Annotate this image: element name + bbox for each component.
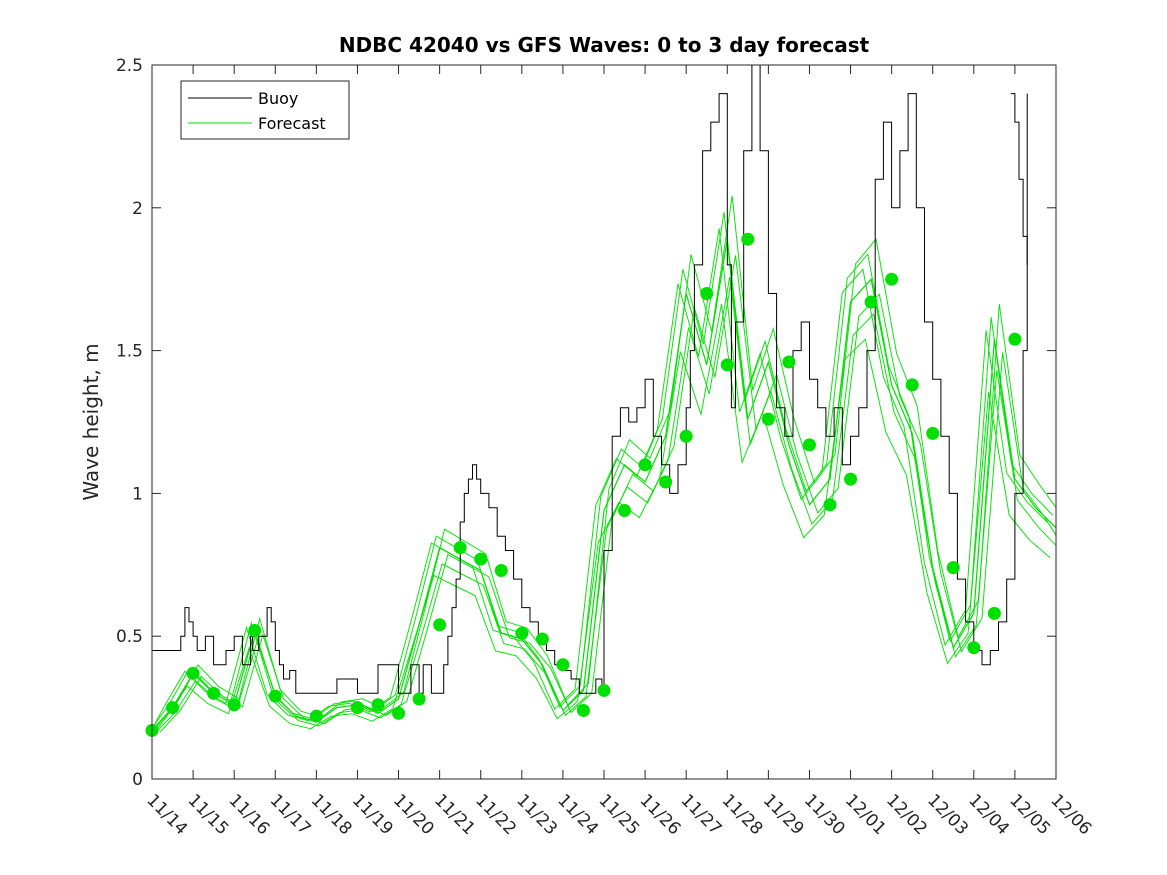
- forecast-marker: [946, 561, 960, 575]
- x-tick-label: 11/29: [759, 790, 808, 839]
- x-tick-label: 11/16: [225, 790, 274, 839]
- x-tick-label: 11/23: [512, 790, 561, 839]
- forecast-marker: [987, 606, 1001, 620]
- forecast-marker: [166, 701, 180, 715]
- forecast-marker: [761, 412, 775, 426]
- legend-box: [180, 80, 350, 140]
- x-tick-label: 11/19: [348, 790, 397, 839]
- x-tick-label: 11/22: [471, 790, 520, 839]
- x-tick-label: 12/04: [964, 790, 1013, 839]
- x-tick-label: 11/18: [307, 790, 356, 839]
- forecast-marker: [844, 472, 858, 486]
- x-tick-label: 11/15: [184, 790, 233, 839]
- x-tick-label: 11/30: [800, 790, 849, 839]
- forecast-marker: [350, 701, 364, 715]
- y-tick-label: 0: [132, 770, 143, 790]
- forecast-marker: [515, 626, 529, 640]
- x-tick-label: 11/24: [553, 790, 602, 839]
- x-tick-label: 12/02: [882, 790, 931, 839]
- x-tick-label: 11/27: [677, 790, 726, 839]
- forecast-marker: [207, 686, 221, 700]
- forecast-marker: [864, 295, 878, 309]
- y-tick-label: 0.5: [116, 627, 143, 647]
- x-tick-label: 11/25: [594, 790, 643, 839]
- forecast-marker: [268, 689, 282, 703]
- y-tick-label: 1.5: [116, 342, 143, 362]
- forecast-marker: [227, 698, 241, 712]
- forecast-marker: [782, 355, 796, 369]
- x-tick-labels: 11/1411/1511/1611/1711/1811/1911/2011/21…: [142, 790, 1095, 839]
- x-tick-label: 12/01: [841, 790, 890, 839]
- forecast-member-line: [154, 276, 1057, 735]
- forecast-marker: [576, 703, 590, 717]
- x-tick-label: 11/17: [266, 790, 315, 839]
- x-tick-label: 12/05: [1005, 790, 1054, 839]
- forecast-marker: [535, 632, 549, 646]
- buoy-line-tail: [1010, 93, 1028, 265]
- x-tick-label: 11/21: [430, 790, 479, 839]
- y-axis-label: Wave height, m: [79, 343, 103, 500]
- forecast-marker: [659, 475, 673, 489]
- forecast-marker: [453, 541, 467, 555]
- forecast-marker: [597, 683, 611, 697]
- x-tick-label: 12/06: [1046, 790, 1095, 839]
- x-tick-label: 12/03: [923, 790, 972, 839]
- y-tick-label: 2: [132, 199, 143, 219]
- forecast-marker: [1008, 332, 1022, 346]
- y-tick-label: 2.5: [116, 56, 143, 76]
- forecast-marker: [248, 623, 262, 637]
- legend-buoy-label: Buoy: [258, 89, 298, 108]
- y-tick-labels: 0 0.5 1 1.5 2 2.5: [116, 56, 143, 790]
- x-tick-label: 11/20: [389, 790, 438, 839]
- markers-layer: [145, 232, 1022, 737]
- forecast-member-line: [151, 228, 1049, 730]
- x-tick-label: 11/28: [718, 790, 767, 839]
- forecast-marker: [618, 504, 632, 518]
- forecast-marker: [926, 426, 940, 440]
- forecast-marker: [679, 429, 693, 443]
- forecast-marker: [309, 709, 323, 723]
- forecast-marker: [433, 618, 447, 632]
- forecast-marker: [885, 272, 899, 286]
- forecast-marker: [556, 658, 570, 672]
- forecast-member-line: [151, 212, 1054, 729]
- legend-forecast-label: Forecast: [258, 114, 326, 133]
- forecast-marker: [494, 564, 508, 578]
- legend: Buoy Forecast: [180, 80, 350, 140]
- forecast-marker: [638, 458, 652, 472]
- plot-frame: [151, 64, 1057, 780]
- chart-title: NDBC 42040 vs GFS Waves: 0 to 3 day fore…: [339, 33, 870, 57]
- x-tick-label: 11/14: [142, 790, 191, 839]
- forecast-marker: [967, 641, 981, 655]
- forecast-marker: [186, 666, 200, 680]
- forecast-marker: [720, 358, 734, 372]
- forecast-marker: [371, 698, 385, 712]
- forecast-marker: [412, 692, 426, 706]
- forecast-marker: [802, 438, 816, 452]
- x-tick-label: 11/26: [636, 790, 685, 839]
- forecast-marker: [823, 498, 837, 512]
- forecast-marker: [905, 378, 919, 392]
- forecast-line: [151, 239, 1057, 731]
- forecast-marker: [741, 232, 755, 246]
- forecast-member-line: [151, 303, 1051, 737]
- forecast-marker: [392, 706, 406, 720]
- forecast-marker: [474, 552, 488, 566]
- forecast-marker: [700, 286, 714, 300]
- y-tick-label: 1: [132, 484, 143, 504]
